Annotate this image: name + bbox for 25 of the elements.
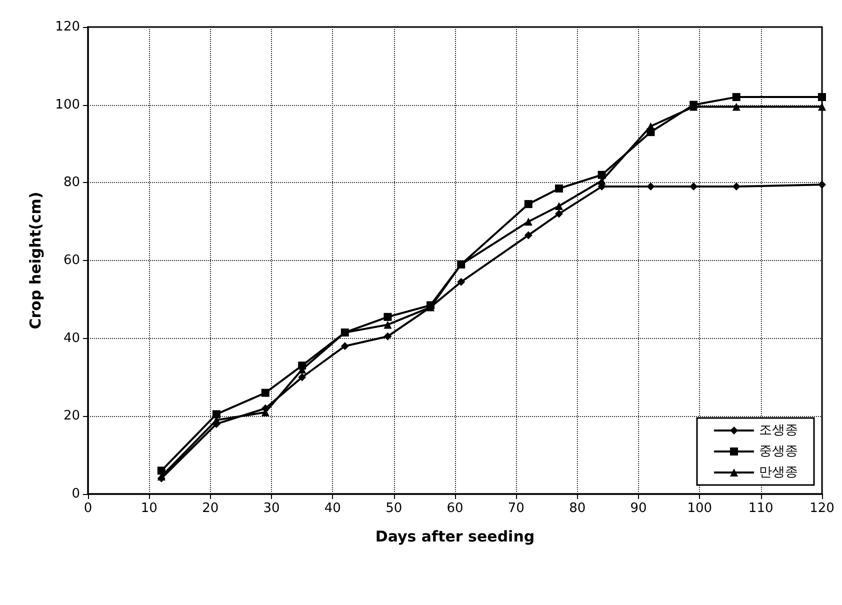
x-tick-label: 110 bbox=[748, 501, 774, 516]
y-tick-label: 100 bbox=[55, 97, 80, 112]
x-tick-label: 50 bbox=[386, 501, 402, 516]
x-tick-label: 20 bbox=[202, 501, 219, 516]
legend-label: 조생종 bbox=[759, 423, 798, 438]
x-tick-label: 60 bbox=[446, 501, 464, 516]
x-axis-title: Days after seeding bbox=[375, 528, 535, 546]
y-tick-label: 80 bbox=[63, 175, 80, 190]
x-tick-label: 30 bbox=[263, 501, 280, 516]
y-tick-label: 120 bbox=[55, 20, 80, 34]
x-tick-label: 70 bbox=[508, 501, 524, 516]
x-tick-label: 10 bbox=[140, 501, 158, 516]
legend-label: 중생종 bbox=[759, 444, 798, 459]
y-tick-label: 20 bbox=[63, 408, 80, 424]
x-tick-label: 90 bbox=[630, 501, 647, 516]
x-tick-label: 120 bbox=[810, 501, 834, 516]
y-tick-label: 0 bbox=[72, 486, 80, 502]
y-axis-title: Crop height(cm) bbox=[26, 192, 44, 330]
x-tick-label: 0 bbox=[84, 501, 92, 516]
x-tick-label: 40 bbox=[324, 501, 341, 516]
legend-label: 만생종 bbox=[759, 465, 798, 480]
y-tick-label: 60 bbox=[63, 253, 80, 268]
x-tick-label: 100 bbox=[687, 501, 712, 516]
y-tick-label: 40 bbox=[63, 330, 80, 346]
x-tick-label: 80 bbox=[569, 501, 586, 516]
